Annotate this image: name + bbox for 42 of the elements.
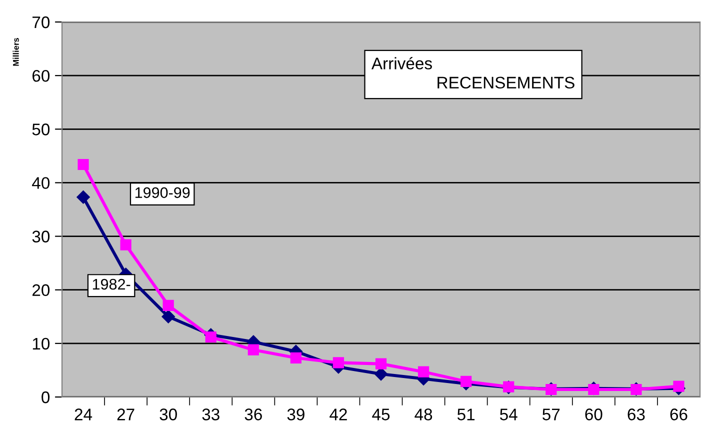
point (460, 376, 472, 388)
point (375, 358, 387, 370)
x-tick-label: 33 (202, 408, 220, 420)
y-tick-label: 60 (32, 70, 50, 82)
y-tick-label: 0 (42, 391, 50, 404)
y-tick-label: 30 (32, 230, 50, 242)
x-tick-label: 60 (585, 408, 602, 420)
x-tick-label: 48 (414, 408, 432, 420)
point (120, 239, 132, 250)
y-tick-label: 70 (32, 16, 50, 28)
point (374, 367, 388, 381)
point (162, 300, 174, 311)
point (205, 331, 216, 343)
x-tick-label: 45 (372, 408, 390, 420)
point (332, 357, 344, 368)
point (290, 352, 302, 364)
point (76, 190, 90, 204)
y-tick-label: 40 (32, 177, 50, 189)
x-tick-label: 42 (330, 408, 347, 420)
x-tick-label: 54 (500, 408, 518, 420)
y-tick-label: 50 (32, 124, 50, 136)
text: Arrivées (371, 56, 432, 70)
x-tick-label: 57 (542, 408, 560, 420)
x-tick-label: 63 (628, 408, 645, 420)
x-tick-label: 39 (287, 408, 304, 420)
y-tick-label: 20 (32, 284, 50, 296)
point (78, 158, 89, 170)
text: RECENSEMENTS (438, 76, 574, 89)
x-tick-label: 51 (457, 408, 475, 420)
point (418, 366, 430, 378)
x-tick-label: 27 (117, 408, 134, 420)
point (673, 380, 684, 392)
point (248, 344, 259, 356)
y-axis-title: Milliers (12, 38, 19, 66)
y-tick-label: 10 (32, 338, 50, 350)
x-tick-label: 36 (244, 408, 262, 420)
x-tick-label: 30 (160, 408, 177, 420)
series-label: 1982- (92, 278, 130, 290)
x-tick-label: 66 (670, 408, 688, 420)
point (162, 310, 175, 324)
x-tick-label: 24 (74, 408, 92, 420)
series-label: 1990-99 (135, 187, 190, 198)
